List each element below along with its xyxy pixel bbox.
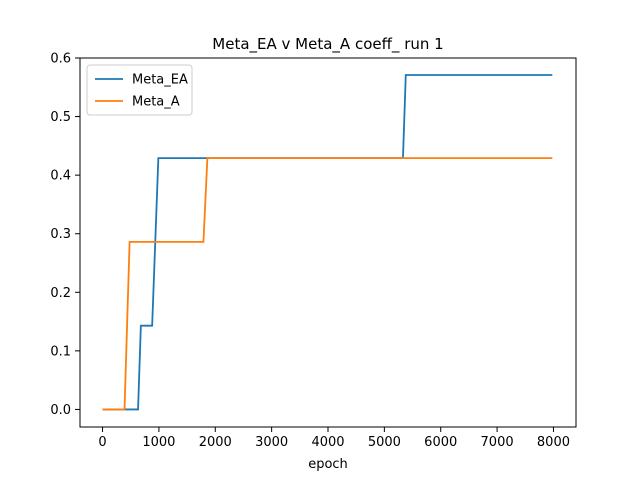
series-line-meta-ea (102, 74, 553, 411)
y-tick-label: 0.3 (50, 227, 71, 242)
axis-ticks: 0 1000 2000 3000 4000 5000 6000 7000 8000 0.0 0.1 0… (50, 52, 570, 451)
x-tick-label: 8000 (537, 435, 570, 450)
series-line-meta-a (102, 157, 553, 411)
y-tick-label: 0.1 (50, 344, 71, 359)
x-tick-label: 7000 (481, 435, 514, 450)
x-tick-label: 2000 (199, 435, 232, 450)
y-tick-label: 0.2 (50, 286, 71, 301)
x-axis-label: epoch (308, 457, 348, 472)
x-tick-label: 5000 (368, 435, 401, 450)
y-tick-label: 0.6 (50, 52, 71, 67)
legend-box (86, 64, 193, 116)
y-tick-label: 0.5 (50, 110, 71, 125)
legend-entry: Meta_A (132, 95, 180, 110)
y-tick-label: 0.4 (50, 169, 71, 184)
x-tick-label: 1000 (142, 435, 175, 450)
x-tick-label: 0 (98, 435, 106, 450)
x-tick-label: 6000 (424, 435, 457, 450)
y-tick-label: 0.0 (50, 403, 71, 418)
x-tick-label: 3000 (255, 435, 288, 450)
legend-entry: Meta_EA (132, 73, 188, 88)
x-tick-label: 4000 (311, 435, 344, 450)
legend: Meta_EA Meta_A (86, 64, 193, 116)
chart-title: Meta_EA v Meta_A coeff_ run 1 (212, 35, 443, 54)
